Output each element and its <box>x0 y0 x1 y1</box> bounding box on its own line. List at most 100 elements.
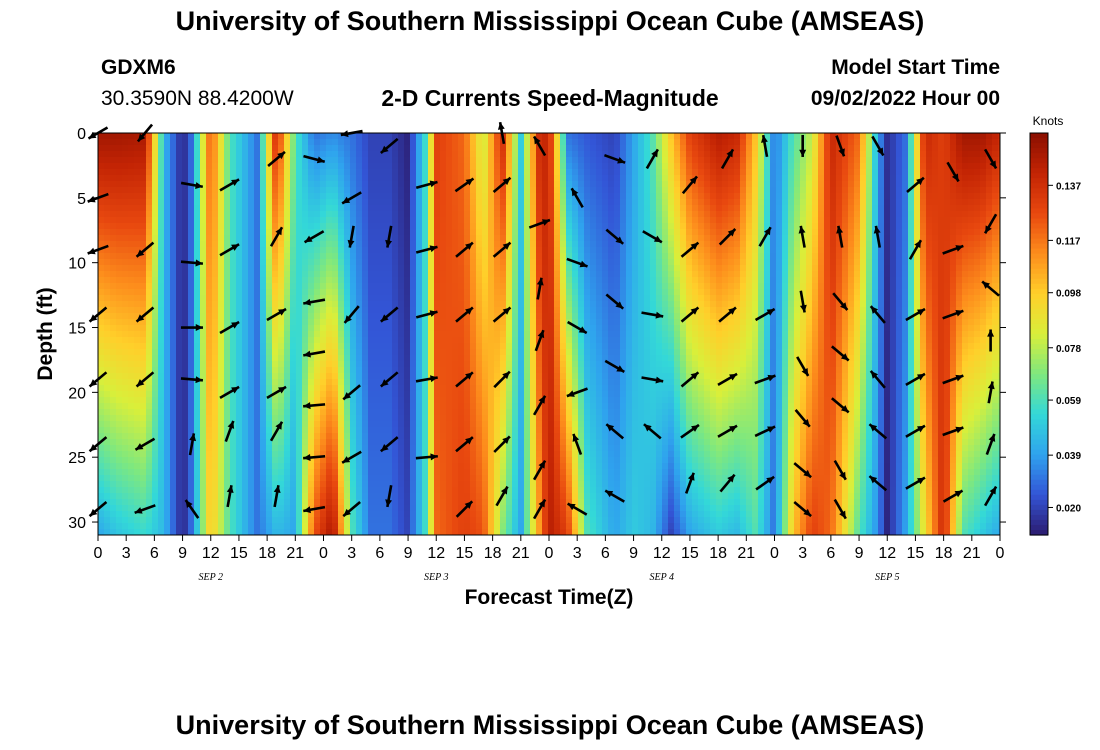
heatmap-cell <box>380 505 387 512</box>
heatmap-cell <box>134 367 141 374</box>
heatmap-cell <box>326 529 333 536</box>
heatmap-cell <box>326 307 333 314</box>
heatmap-cell <box>182 421 189 428</box>
heatmap-cell <box>410 139 417 146</box>
heatmap-cell <box>488 325 495 332</box>
heatmap-cell <box>152 247 159 254</box>
heatmap-cell <box>464 229 471 236</box>
heatmap-cell <box>134 409 141 416</box>
heatmap-cell <box>512 163 519 170</box>
heatmap-cell <box>296 529 303 536</box>
heatmap-cell <box>464 391 471 398</box>
heatmap-cell <box>122 235 129 242</box>
heatmap-cell <box>122 463 129 470</box>
heatmap-cell <box>380 157 387 164</box>
heatmap-cell <box>104 319 111 326</box>
heatmap-cell <box>104 349 111 356</box>
heatmap-cell <box>518 283 525 290</box>
heatmap-cell <box>332 409 339 416</box>
heatmap-cell <box>350 481 357 488</box>
heatmap-cell <box>482 193 489 200</box>
heatmap-cell <box>470 145 477 152</box>
heatmap-cell <box>434 157 441 164</box>
heatmap-cell <box>512 385 519 392</box>
heatmap-cell <box>176 241 183 248</box>
heatmap-cell <box>290 487 297 494</box>
heatmap-cell <box>128 319 135 326</box>
heatmap-cell <box>368 361 375 368</box>
heatmap-cell <box>416 397 423 404</box>
heatmap-cell <box>344 163 351 170</box>
heatmap-cell <box>212 205 219 212</box>
heatmap-cell <box>236 475 243 482</box>
heatmap-cell <box>362 175 369 182</box>
heatmap-cell <box>164 163 171 170</box>
heatmap-cell <box>224 265 231 272</box>
heatmap-cell <box>494 517 501 524</box>
heatmap-cell <box>512 331 519 338</box>
heatmap-cell <box>308 259 315 266</box>
heatmap-cell <box>428 523 435 530</box>
heatmap-cell <box>218 253 225 260</box>
heatmap-cell <box>530 289 537 296</box>
heatmap-cell <box>188 265 195 272</box>
heatmap-cell <box>272 319 279 326</box>
heatmap-cell <box>452 301 459 308</box>
heatmap-cell <box>428 229 435 236</box>
heatmap-cell <box>488 313 495 320</box>
heatmap-cell <box>368 523 375 530</box>
heatmap-cell <box>356 409 363 416</box>
heatmap-cell <box>302 511 309 518</box>
heatmap-cell <box>500 271 507 278</box>
heatmap-cell <box>434 523 441 530</box>
heatmap-cell <box>482 349 489 356</box>
heatmap-cell <box>290 445 297 452</box>
heatmap-cell <box>374 163 381 170</box>
heatmap-cell <box>260 337 267 344</box>
heatmap-cell <box>482 355 489 362</box>
heatmap-cell <box>416 511 423 518</box>
heatmap-cell <box>308 427 315 434</box>
heatmap-cell <box>254 235 261 242</box>
heatmap-cell <box>158 247 165 254</box>
heatmap-cell <box>380 337 387 344</box>
heatmap-cell <box>254 343 261 350</box>
heatmap-cell <box>416 283 423 290</box>
heatmap-cell <box>188 229 195 236</box>
heatmap-cell <box>236 457 243 464</box>
heatmap-cell <box>116 235 123 242</box>
heatmap-cell <box>404 457 411 464</box>
heatmap-cell <box>524 217 531 224</box>
heatmap-cell <box>254 355 261 362</box>
heatmap-cell <box>158 199 165 206</box>
heatmap-cell <box>158 517 165 524</box>
heatmap-cell <box>464 277 471 284</box>
heatmap-cell <box>140 169 147 176</box>
heatmap-cell <box>242 193 249 200</box>
heatmap-cell <box>500 235 507 242</box>
heatmap-cell <box>278 457 285 464</box>
heatmap-cell <box>452 295 459 302</box>
heatmap-cell <box>176 223 183 230</box>
heatmap-cell <box>452 361 459 368</box>
heatmap-cell <box>410 451 417 458</box>
heatmap-cell <box>476 157 483 164</box>
heatmap-cell <box>434 385 441 392</box>
heatmap-cell <box>212 361 219 368</box>
heatmap-cell <box>524 289 531 296</box>
heatmap-cell <box>170 517 177 524</box>
heatmap-cell <box>326 331 333 338</box>
heatmap-cell <box>104 433 111 440</box>
heatmap-cell <box>200 229 207 236</box>
heatmap-cell <box>398 247 405 254</box>
heatmap-cell <box>212 307 219 314</box>
heatmap-cell <box>488 235 495 242</box>
heatmap-cell <box>116 211 123 218</box>
heatmap-cell <box>518 391 525 398</box>
heatmap-cell <box>200 301 207 308</box>
heatmap-cell <box>188 187 195 194</box>
heatmap-cell <box>296 475 303 482</box>
heatmap-cell <box>374 331 381 338</box>
heatmap-cell <box>392 181 399 188</box>
heatmap-cell <box>320 133 327 140</box>
